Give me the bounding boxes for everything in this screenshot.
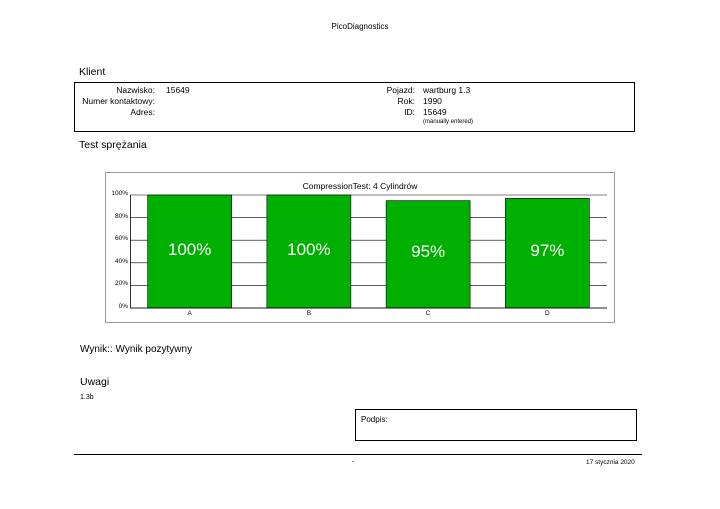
contact-number-label: Numer kontaktowy: <box>82 96 155 106</box>
y-tick-label: 80% <box>114 212 128 220</box>
y-tick-label: 40% <box>114 257 128 265</box>
bar-data-label-B: 100% <box>287 239 331 259</box>
vehicle-label: Pojazd: <box>386 85 415 95</box>
x-tick-label-C: C <box>425 310 431 317</box>
address-label: Adres: <box>130 107 155 117</box>
surname-value: 15649 <box>166 85 190 95</box>
bar-C <box>385 200 471 309</box>
bar-data-label-D: 97% <box>530 241 565 261</box>
y-tick-label: 20% <box>114 280 128 288</box>
vehicle-value: wartburg 1.3 <box>423 85 471 95</box>
result-text: Wynik:: Wynik pozytywny <box>80 344 193 355</box>
id-note: (manually entered) <box>423 119 474 125</box>
signature-box[interactable]: Podpis: <box>355 409 637 441</box>
bar-data-label-A: 100% <box>167 239 212 259</box>
bar-D <box>505 198 590 309</box>
remarks-title: Uwagi <box>80 376 110 388</box>
footer-date: 17 stycznia 2020 <box>586 459 635 466</box>
id-label: ID: <box>404 107 415 117</box>
bar-data-label-C: 95% <box>411 242 446 262</box>
y-tick-label: 100% <box>111 190 128 197</box>
year-label: Rok: <box>397 96 415 106</box>
footer-divider <box>74 454 642 455</box>
y-tick-label: 0% <box>118 303 128 310</box>
bar-B <box>266 194 352 309</box>
year-value: 1990 <box>423 96 442 106</box>
compression-test-section-title: Test sprężania <box>79 139 147 151</box>
signature-label: Podpis: <box>361 415 388 424</box>
x-tick-label-A: A <box>187 310 192 317</box>
x-tick-label-D: D <box>545 310 550 317</box>
client-section-title: Klient <box>79 66 106 78</box>
x-tick-label-B: B <box>306 310 312 317</box>
remarks-text: 1.3b <box>80 394 94 401</box>
surname-label: Nazwisko: <box>116 85 155 95</box>
bar-data-labels: 100% 100% 95% 97% <box>130 194 607 309</box>
chart-plot-area <box>130 194 607 309</box>
y-tick-label: 60% <box>114 235 128 243</box>
compression-chart: CompressionTest: 4 Cylindrów 0% 20% 40% 60%… <box>105 172 615 323</box>
chart-title: CompressionTest: 4 Cylindrów <box>302 181 418 191</box>
id-value: 15649 <box>423 107 447 117</box>
page-header-title: PicoDiagnostics <box>331 22 389 31</box>
client-info-box: Nazwisko: 15649 Numer kontaktowy: Adres:… <box>74 82 635 132</box>
footer-page-marker: - <box>352 459 355 466</box>
